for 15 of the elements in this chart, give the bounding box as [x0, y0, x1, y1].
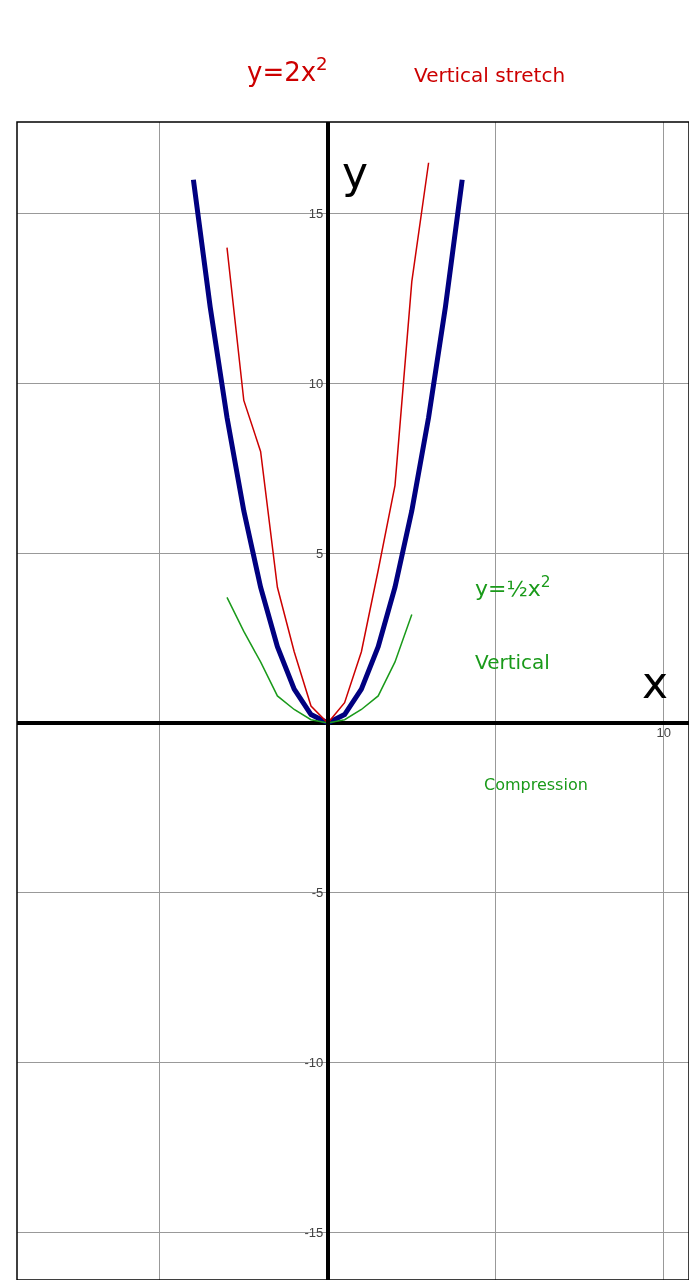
y-tick-label: -15 — [304, 1225, 324, 1241]
text: Vertical stretch — [414, 63, 566, 87]
y-tick-label: 5 — [315, 545, 324, 561]
annotation: y=½x$^{2}$ — [475, 573, 551, 602]
y-axis-title: y — [342, 147, 369, 198]
annotation: Compression — [484, 775, 588, 794]
annotation: Vertical — [475, 650, 550, 674]
text: y=2x$^{2}$ — [247, 53, 328, 87]
y-tick-label: -5 — [311, 885, 324, 901]
line-series — [226, 596, 413, 724]
y-tick-label: 15 — [308, 206, 324, 222]
line-series — [226, 162, 430, 724]
y-tick-label: 10 — [308, 376, 324, 392]
y-tick-label: -10 — [304, 1055, 324, 1071]
x-axis-title: x — [642, 657, 669, 708]
